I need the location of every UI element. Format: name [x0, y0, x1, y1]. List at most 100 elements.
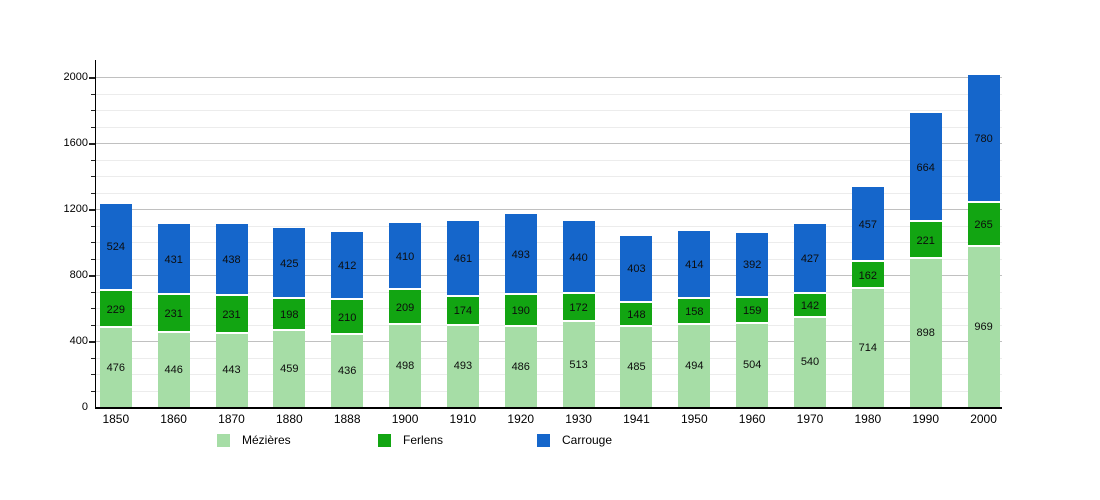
bar-value-label: 414: [685, 259, 704, 272]
y-axis-tick: [89, 275, 95, 277]
bar-value-label: 172: [569, 302, 588, 315]
y-axis-tick: [91, 291, 95, 293]
bar-value-label: 159: [742, 304, 762, 317]
bar-segment-ferlens-1920: [504, 295, 537, 327]
bar-segment-ferlens-1900: [389, 290, 422, 325]
bar-segment-mézières-1980: [851, 289, 884, 407]
bar-segment-ferlens-2000: [967, 203, 1000, 248]
y-axis-tick: [91, 357, 95, 359]
y-axis-tick: [91, 225, 95, 227]
y-axis-label: 2000: [63, 71, 88, 83]
x-axis-label-1990: 1990: [912, 412, 940, 426]
bar-value-label: 898: [916, 326, 935, 339]
legend-item-2: Ferlens: [378, 433, 443, 447]
bar-value-label: 438: [222, 253, 241, 266]
y-axis-tick: [91, 374, 95, 375]
bar-value-label: 198: [280, 308, 299, 321]
minor-gridline: [95, 176, 1002, 177]
bar-segment-carrouge-1910: [446, 220, 479, 297]
bar-segment-carrouge-1850: [99, 204, 132, 291]
bar-value-label: 969: [974, 321, 993, 334]
y-axis-tick: [91, 258, 95, 260]
y-axis-tick: [91, 126, 95, 128]
bar-segment-ferlens-1990: [909, 222, 942, 259]
minor-gridline: [95, 126, 1002, 128]
y-axis-tick: [91, 390, 95, 392]
bar-segment-mézières-1920: [504, 326, 537, 407]
bar-value-label: 493: [511, 248, 530, 261]
bar-value-label: 524: [106, 241, 125, 254]
bar-value-label: 461: [453, 252, 473, 265]
bar-value-label: 221: [916, 234, 935, 247]
bar-segment-ferlens-1850: [99, 290, 132, 329]
bar-segment-mézières-1930: [562, 322, 595, 407]
bar-segment-mézières-1860: [157, 333, 190, 407]
y-axis-tick: [91, 110, 95, 111]
bar-segment-carrouge-1870: [215, 223, 248, 296]
bar-segment-ferlens-1970: [794, 294, 826, 318]
bar-value-label: 493: [453, 360, 473, 373]
legend-swatch-2: [378, 433, 391, 447]
y-axis-tick: [91, 176, 95, 177]
bar-segment-carrouge-1888: [331, 232, 364, 301]
y-axis-label: 1200: [63, 203, 88, 215]
bar-segment-carrouge-1920: [504, 214, 537, 296]
bar-value-label: 190: [511, 305, 530, 318]
bar-value-label: 229: [106, 303, 125, 316]
bar-segment-mézières-1960: [736, 323, 769, 407]
bar-segment-mézières-1850: [99, 328, 132, 407]
minor-gridline: [95, 159, 1002, 161]
bar-value-label: 427: [800, 253, 820, 266]
x-axis-label-1930: 1930: [565, 412, 592, 426]
x-axis-label-1850: 1850: [102, 412, 130, 426]
y-axis-tick: [89, 77, 95, 79]
x-axis-label-2000: 2000: [970, 412, 997, 426]
bar-value-label: 410: [395, 250, 415, 263]
bar-segment-ferlens-1888: [331, 300, 364, 336]
legend-label-1: Mézières: [242, 433, 291, 447]
bar-segment-carrouge-2000: [967, 74, 1000, 204]
bar-value-label: 231: [164, 308, 183, 321]
y-axis-tick: [91, 308, 95, 309]
x-axis-label-1970: 1970: [796, 412, 824, 426]
bar-value-label: 476: [106, 361, 125, 374]
bar-segment-mézières-1950: [678, 325, 711, 407]
bar-segment-ferlens-1950: [678, 299, 711, 326]
bar-value-label: 780: [974, 133, 993, 146]
legend-label-2: Ferlens: [403, 433, 444, 447]
bar-segment-carrouge-1930: [562, 221, 595, 294]
bar-value-label: 443: [222, 364, 241, 377]
bar-value-label: 494: [685, 360, 704, 373]
y-axis-label: 1600: [63, 137, 88, 149]
bar-segment-mézières-1970: [794, 317, 826, 407]
bar-value-label: 504: [742, 359, 762, 372]
y-axis-tick: [91, 324, 95, 326]
major-gridline: [95, 143, 1002, 144]
bar-segment-mézières-1990: [909, 258, 942, 407]
bar-segment-carrouge-1900: [389, 222, 422, 291]
bar-segment-ferlens-1960: [736, 297, 769, 324]
bar-segment-carrouge-1950: [678, 231, 711, 300]
bar-segment-ferlens-1860: [157, 295, 190, 334]
bar-value-label: 440: [569, 251, 588, 264]
bar-value-label: 485: [627, 360, 646, 373]
bar-segment-carrouge-1860: [157, 224, 190, 296]
bar-value-label: 231: [222, 308, 241, 321]
bar-segment-mézières-1870: [215, 333, 248, 407]
bar-value-label: 162: [858, 269, 878, 282]
bar-value-label: 498: [395, 359, 415, 372]
bar-segment-ferlens-1980: [851, 262, 884, 290]
legend-swatch-1: [217, 433, 230, 447]
bar-segment-ferlens-1880: [273, 298, 306, 332]
bar-value-label: 664: [916, 161, 935, 174]
bar-segment-ferlens-1941: [620, 302, 653, 327]
x-axis-label-1941: 1941: [623, 412, 650, 426]
y-axis-label: 400: [69, 335, 88, 347]
y-axis-label: 0: [81, 401, 88, 413]
x-axis-label-1960: 1960: [738, 412, 766, 426]
bar-segment-carrouge-1980: [851, 187, 884, 263]
x-axis-label-1870: 1870: [218, 412, 245, 426]
bar-value-label: 403: [627, 263, 646, 276]
bar-value-label: 392: [742, 259, 762, 272]
